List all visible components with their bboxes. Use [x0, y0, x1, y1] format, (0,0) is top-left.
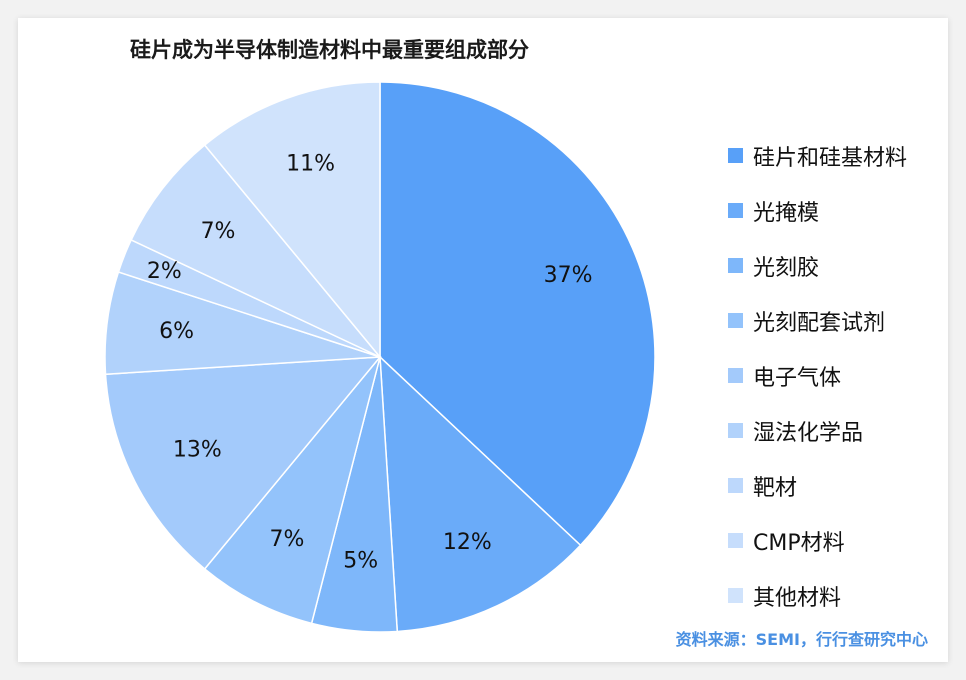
legend-label: 电子气体	[753, 365, 842, 391]
legend-swatch	[728, 313, 743, 328]
legend-item: 硅片和硅基材料	[728, 128, 907, 183]
slice-label-5: 13%	[173, 438, 222, 463]
slice-label-9: 11%	[286, 152, 335, 177]
legend-label: 其他材料	[753, 585, 842, 611]
legend-swatch	[728, 368, 743, 383]
legend-swatch	[728, 478, 743, 493]
legend-swatch	[728, 423, 743, 438]
pie-slice-5	[104, 356, 382, 570]
pie-slice-4	[203, 356, 381, 625]
legend-item: CMP材料	[728, 513, 907, 568]
slice-label-1: 37%	[544, 263, 593, 288]
legend-item: 光刻胶	[728, 238, 907, 293]
legend-label: 光刻胶	[753, 255, 820, 281]
pie-slice-8	[130, 144, 381, 358]
legend-label: CMP材料	[753, 530, 845, 556]
pie-slice-1	[379, 81, 656, 547]
legend-swatch	[728, 533, 743, 548]
legend-item: 光掩模	[728, 183, 907, 238]
legend-item: 光刻配套试剂	[728, 293, 907, 348]
legend-swatch	[728, 258, 743, 273]
slice-label-4: 7%	[269, 527, 304, 552]
pie-slice-9	[203, 81, 381, 360]
legend-label: 湿法化学品	[753, 420, 864, 446]
legend-swatch	[728, 148, 743, 163]
slice-label-2: 12%	[443, 530, 492, 555]
legend-label: 硅片和硅基材料	[753, 145, 908, 171]
slice-label-3: 5%	[343, 549, 378, 574]
legend-label: 光掩模	[753, 200, 820, 226]
legend-item: 其他材料	[728, 568, 907, 623]
legend-item: 电子气体	[728, 348, 907, 403]
chart-title: 硅片成为半导体制造材料中最重要组成部分	[130, 38, 529, 62]
legend-swatch	[728, 588, 743, 603]
legend-label: 光刻配套试剂	[753, 310, 886, 336]
legend-item: 湿法化学品	[728, 403, 907, 458]
legend-swatch	[728, 203, 743, 218]
source-note: 资料来源：SEMI，行行查研究中心	[675, 630, 928, 649]
legend: 硅片和硅基材料 光掩模光刻胶光刻配套试剂 电子气体湿法化学品靶材 CMP材料其他材料	[728, 128, 907, 623]
pie-slice-2	[379, 355, 582, 633]
slice-label-7: 2%	[147, 259, 182, 284]
legend-label: 靶材	[753, 475, 798, 501]
legend-item: 靶材	[728, 458, 907, 513]
slice-label-8: 7%	[201, 219, 236, 244]
slice-label-6: 6%	[159, 319, 194, 344]
